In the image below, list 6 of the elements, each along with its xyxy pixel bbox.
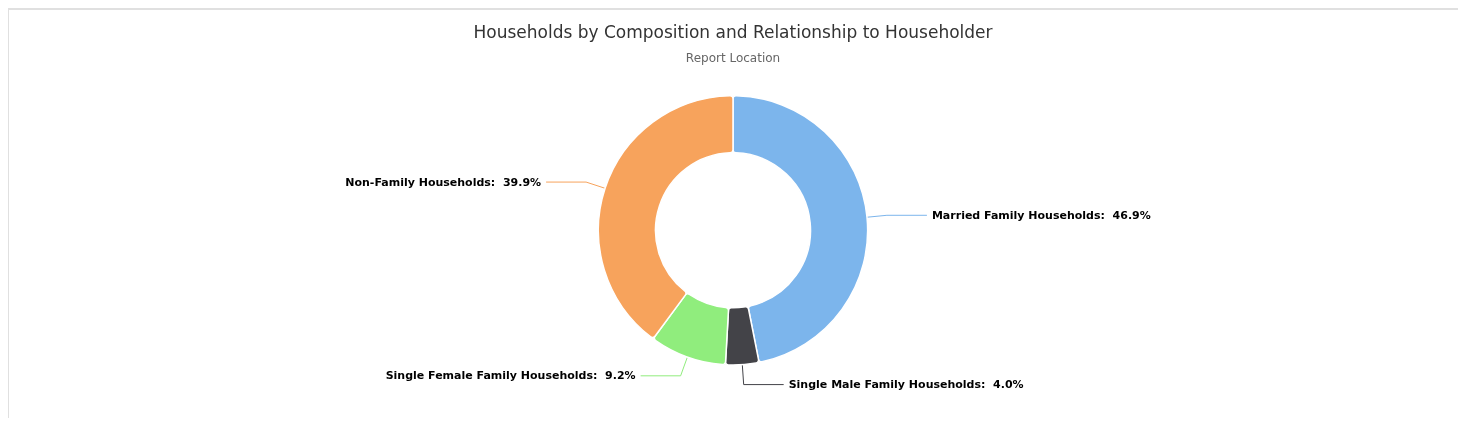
slice-label: Single Male Family Households: 4.0% [788, 378, 1024, 392]
slice-label: Single Female Family Households: 9.2% [385, 369, 636, 383]
chart-subtitle: Report Location [685, 51, 781, 65]
chart-title: Households by Composition and Relationship to Householder [473, 21, 993, 42]
slice-label: Married Family Households: 46.9% [931, 208, 1151, 222]
slice-label: Non-Family Households: 39.9% [345, 175, 542, 189]
